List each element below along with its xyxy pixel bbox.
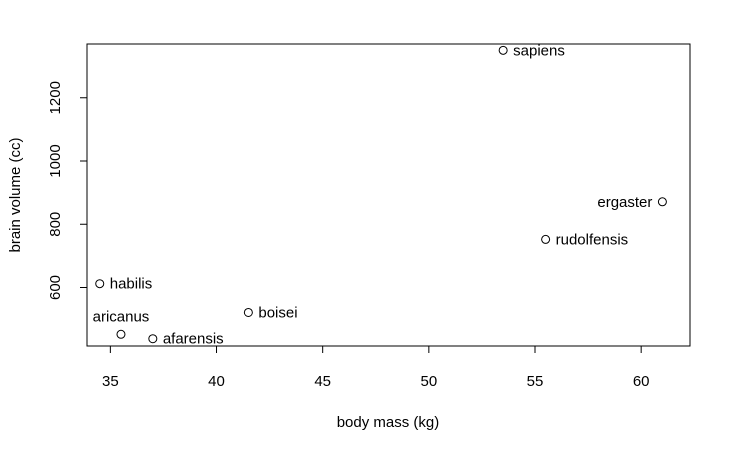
y-tick-label: 600: [47, 275, 64, 300]
x-axis: 35 40 45 50 55 60: [102, 345, 650, 390]
x-tick-label: 45: [314, 373, 331, 390]
y-tick-label: 1000: [47, 144, 64, 177]
x-tick-label: 50: [420, 373, 437, 390]
y-tick-label: 800: [47, 212, 64, 237]
point-label: aricanus: [93, 308, 150, 325]
y-tick-label: 1200: [47, 81, 64, 114]
point-label: afarensis: [163, 331, 224, 348]
x-tick-label: 60: [633, 373, 650, 390]
point-label: ergaster: [597, 194, 652, 211]
point-label: sapiens: [513, 42, 565, 59]
data-points: afarensis aricanus habilis boisei rudolfensi…: [93, 42, 667, 348]
data-point: [498, 45, 508, 55]
y-axis-label: brain volume (cc): [7, 137, 24, 252]
data-point: [657, 197, 667, 207]
point-label: habilis: [110, 276, 153, 293]
point-label: boisei: [258, 304, 297, 321]
x-tick-label: 55: [527, 373, 544, 390]
data-point: [95, 279, 105, 289]
y-axis: 600 800 1000 1200: [47, 81, 88, 300]
data-point: [541, 234, 551, 244]
point-label: rudolfensis: [556, 231, 629, 248]
x-axis-label: body mass (kg): [337, 414, 440, 431]
data-point: [148, 334, 158, 344]
x-tick-label: 40: [208, 373, 225, 390]
x-tick-label: 35: [102, 373, 119, 390]
data-point: [243, 307, 253, 317]
data-point: [116, 329, 126, 339]
